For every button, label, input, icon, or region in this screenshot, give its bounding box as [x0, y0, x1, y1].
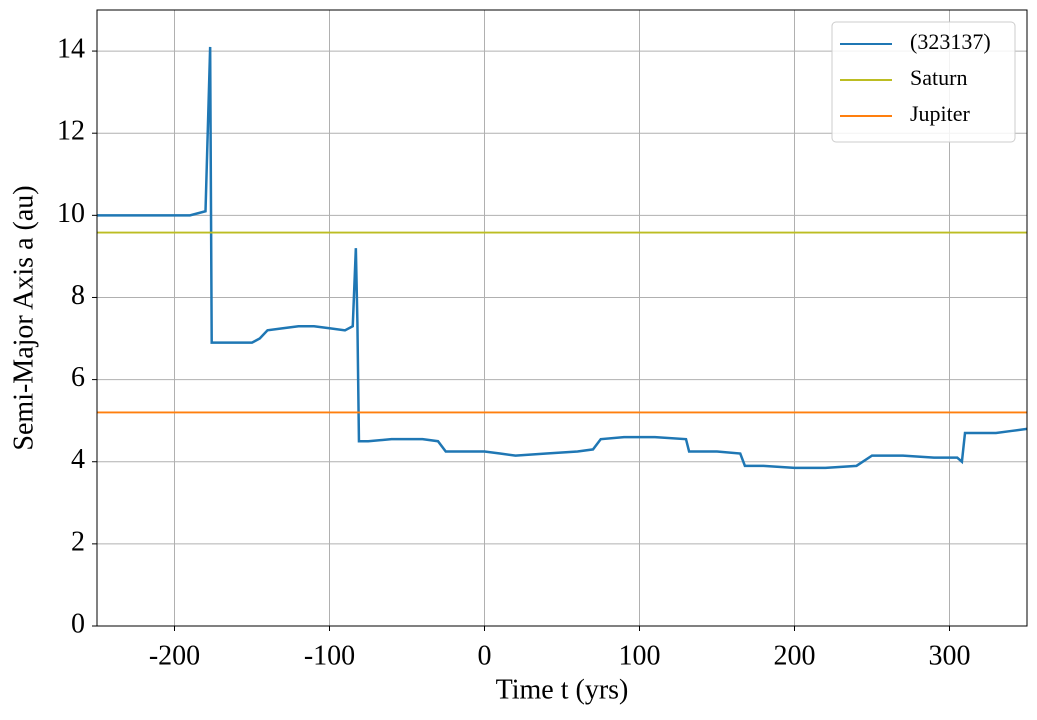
- x-tick-label: -100: [304, 640, 355, 671]
- y-tick-label: 2: [71, 526, 85, 557]
- legend-label: Saturn: [910, 65, 967, 90]
- x-tick-label: -200: [149, 640, 200, 671]
- plot-frame: [96, 9, 1028, 627]
- x-axis-label: Time t (yrs): [496, 674, 629, 705]
- y-axis-label: Semi-Major Axis a (au): [8, 185, 39, 450]
- series-line: [97, 46, 1027, 470]
- y-tick-label: 4: [71, 444, 85, 475]
- y-tick-label: 12: [57, 116, 85, 147]
- legend-box: [831, 21, 1016, 143]
- y-tick-label: 0: [71, 608, 85, 639]
- legend-label: Jupiter: [910, 101, 971, 126]
- x-tick-label: 100: [619, 640, 661, 671]
- x-tick-label: 200: [774, 640, 816, 671]
- y-tick-label: 8: [71, 280, 85, 311]
- y-tick-label: 14: [57, 33, 85, 64]
- y-tick-label: 6: [71, 362, 85, 393]
- legend-label: (323137): [910, 29, 991, 54]
- x-tick-label: 300: [929, 640, 971, 671]
- x-tick-label: 0: [478, 640, 492, 671]
- y-tick-label: 10: [57, 198, 85, 229]
